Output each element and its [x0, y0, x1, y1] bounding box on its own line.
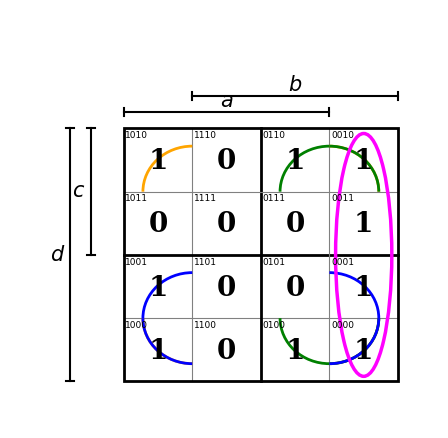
- Text: 1100: 1100: [194, 321, 217, 330]
- Text: $c$: $c$: [72, 182, 85, 201]
- Text: 1: 1: [354, 338, 373, 365]
- Text: 0: 0: [217, 212, 236, 238]
- Text: 1: 1: [285, 338, 305, 365]
- Text: 0: 0: [217, 275, 236, 302]
- Text: 0000: 0000: [331, 321, 354, 330]
- Text: 0111: 0111: [263, 194, 285, 203]
- Text: 0101: 0101: [263, 258, 285, 267]
- Text: 0001: 0001: [331, 258, 354, 267]
- Text: $a$: $a$: [220, 92, 233, 111]
- Text: 0: 0: [148, 212, 168, 238]
- Text: 1: 1: [354, 148, 373, 175]
- Text: 1: 1: [148, 338, 168, 365]
- Text: 0011: 0011: [331, 194, 354, 203]
- Text: 0100: 0100: [263, 321, 285, 330]
- Text: 1010: 1010: [125, 131, 148, 140]
- Text: 0: 0: [217, 148, 236, 175]
- Text: 1: 1: [285, 148, 305, 175]
- Text: $d$: $d$: [50, 245, 65, 265]
- Text: 0: 0: [217, 338, 236, 365]
- Text: 1: 1: [148, 275, 168, 302]
- Text: $b$: $b$: [288, 74, 302, 95]
- Text: 1000: 1000: [125, 321, 148, 330]
- Text: 1: 1: [148, 148, 168, 175]
- Bar: [124, 128, 398, 381]
- Text: 1111: 1111: [194, 194, 217, 203]
- Text: 1011: 1011: [125, 194, 148, 203]
- Text: 1: 1: [354, 275, 373, 302]
- Text: 0110: 0110: [263, 131, 285, 140]
- Text: 0: 0: [285, 212, 305, 238]
- Text: 1110: 1110: [194, 131, 217, 140]
- Text: 1001: 1001: [125, 258, 148, 267]
- Text: 0010: 0010: [331, 131, 354, 140]
- Text: 1101: 1101: [194, 258, 217, 267]
- Text: 1: 1: [354, 212, 373, 238]
- Text: 0: 0: [285, 275, 305, 302]
